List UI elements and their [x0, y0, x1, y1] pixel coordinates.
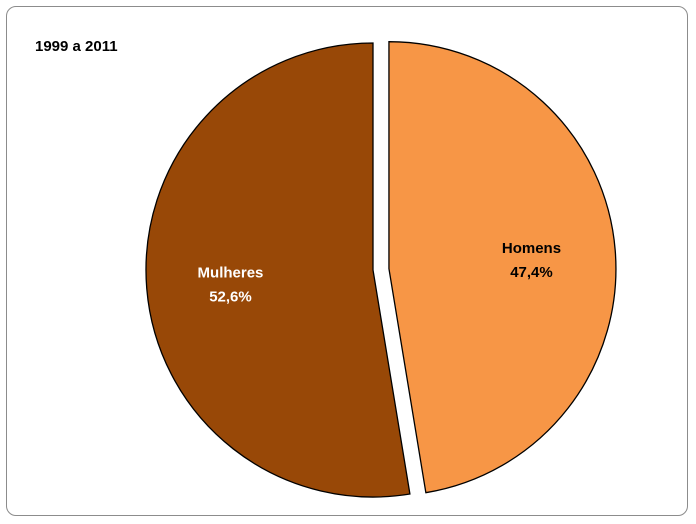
slice-label-homens: Homens: [502, 240, 561, 257]
pie-slice-mulheres: [145, 42, 411, 498]
slice-value-mulheres: 52,6%: [209, 289, 252, 306]
slice-value-homens: 47,4%: [510, 264, 553, 281]
chart-title: 1999 a 2011: [35, 38, 118, 55]
slice-label-mulheres: Mulheres: [198, 265, 264, 282]
pie-slice-homens: [388, 41, 617, 494]
